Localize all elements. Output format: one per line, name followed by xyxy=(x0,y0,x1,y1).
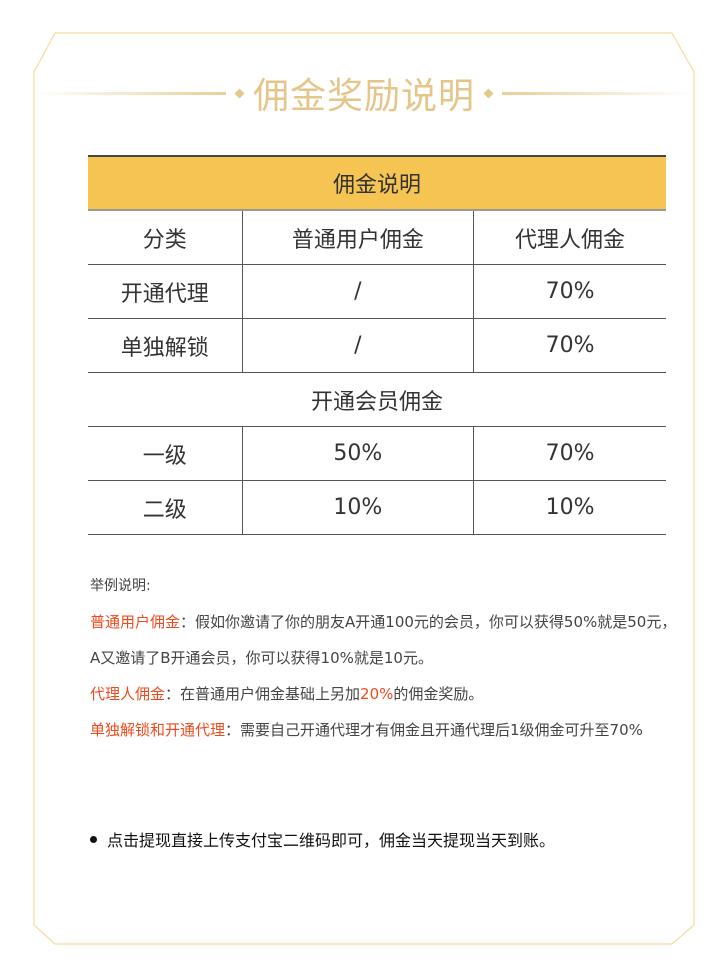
diamond-icon xyxy=(234,88,245,98)
title-line-right xyxy=(502,91,692,95)
cell: / xyxy=(242,264,475,319)
note-text: ：假如你邀请了你的朋友A开通100元的会员，你可以获得50%就是50元，A又邀请… xyxy=(90,613,677,667)
table-row: 二级 10% 10% xyxy=(88,480,666,535)
title-line-left xyxy=(35,91,226,95)
cell: 50% xyxy=(242,426,475,481)
notes-heading: 举例说明: xyxy=(90,578,151,594)
header-agent-commission: 代理人佣金 xyxy=(473,210,666,265)
section-title: 开通会员佣金 xyxy=(88,372,666,427)
title-banner: 佣金奖励说明 xyxy=(0,68,728,118)
note-label: 普通用户佣金 xyxy=(90,613,181,631)
cell: 70% xyxy=(473,426,666,481)
cell: 单独解锁 xyxy=(88,318,243,373)
cell: 10% xyxy=(473,480,666,535)
note-user-commission: 普通用户佣金：假如你邀请了你的朋友A开通100元的会员，你可以获得50%就是50… xyxy=(90,604,680,676)
table-row: 单独解锁 / 70% xyxy=(88,318,666,373)
cell: 70% xyxy=(473,318,666,373)
table-caption: 佣金说明 xyxy=(88,155,666,211)
withdraw-note: 点击提现直接上传支付宝二维码即可，佣金当天提现当天到账。 xyxy=(90,827,555,851)
note-text: ：需要自己开通代理才有佣金且开通代理后1级佣金可升至70% xyxy=(225,721,643,739)
diamond-icon xyxy=(483,88,494,98)
note-text: 的佣金奖励。 xyxy=(393,685,484,703)
header-user-commission: 普通用户佣金 xyxy=(242,210,475,265)
note-agent-commission: 代理人佣金：在普通用户佣金基础上另加20%的佣金奖励。 xyxy=(90,676,680,712)
withdraw-text: 点击提现直接上传支付宝二维码即可，佣金当天提现当天到账。 xyxy=(107,831,556,850)
cell: 二级 xyxy=(88,480,243,535)
cell: 10% xyxy=(242,480,475,535)
table-header-row: 分类 普通用户佣金 代理人佣金 xyxy=(88,210,666,265)
bullet-icon xyxy=(90,835,97,843)
cell: 70% xyxy=(473,264,666,319)
page-title: 佣金奖励说明 xyxy=(252,76,475,117)
note-highlight: 20% xyxy=(360,685,394,703)
cell: 一级 xyxy=(88,426,243,481)
header-category: 分类 xyxy=(88,210,243,265)
table-row: 一级 50% 70% xyxy=(88,426,666,481)
note-text: ：在普通用户佣金基础上另加 xyxy=(165,685,361,703)
note-unlock-agent: 单独解锁和开通代理：需要自己开通代理才有佣金且开通代理后1级佣金可升至70% xyxy=(90,712,680,748)
cell: 开通代理 xyxy=(88,264,243,319)
cell: / xyxy=(242,318,475,373)
note-label: 代理人佣金 xyxy=(90,685,166,703)
commission-table: 佣金说明 分类 普通用户佣金 代理人佣金 开通代理 / 70% 单独解锁 / 7… xyxy=(88,155,666,535)
table-section-row: 开通会员佣金 xyxy=(88,372,666,427)
table-row: 开通代理 / 70% xyxy=(88,264,666,319)
note-label: 单独解锁和开通代理 xyxy=(90,721,226,739)
example-notes: 举例说明: 普通用户佣金：假如你邀请了你的朋友A开通100元的会员，你可以获得5… xyxy=(90,572,680,748)
